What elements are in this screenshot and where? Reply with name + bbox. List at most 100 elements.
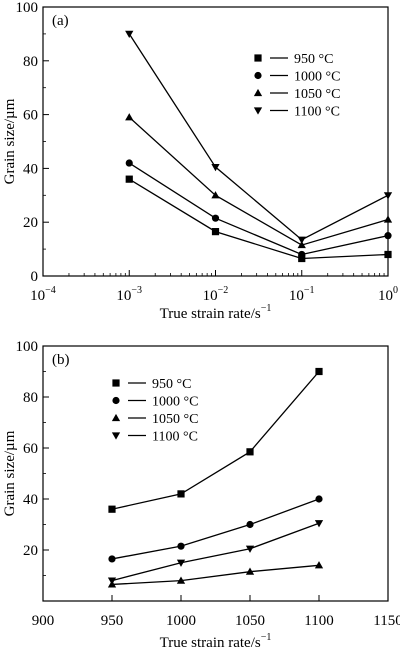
x-tick-label-base: 10	[289, 288, 304, 304]
legend-label: 1050 °C	[152, 412, 198, 427]
x-tick-label-exponent: −2	[218, 285, 229, 296]
data-point	[176, 559, 186, 567]
legend-label: 1000 °C	[294, 70, 340, 85]
x-tick-label: 10−3	[116, 285, 142, 304]
y-tick-label: 100	[16, 0, 39, 16]
x-tick-label: 950	[101, 613, 124, 629]
data-point	[211, 191, 220, 199]
x-axis-title-main: True strain rate/s	[160, 635, 261, 651]
y-tick-label: 80	[23, 54, 38, 70]
legend-marker	[111, 432, 121, 440]
legend-entry: 1050 °C	[253, 87, 340, 102]
x-tick-label: 900	[32, 613, 55, 629]
series-square	[108, 367, 323, 513]
x-tick-label: 1150	[373, 613, 400, 629]
data-point	[245, 567, 255, 575]
legend-marker	[112, 396, 120, 405]
series-circle	[108, 495, 323, 563]
x-tick-label-exponent: −3	[131, 285, 142, 296]
legend-marker	[254, 71, 262, 80]
x-axis-title-superscript: −1	[261, 632, 272, 643]
data-point	[211, 228, 220, 236]
data-point	[211, 214, 220, 222]
data-point	[246, 448, 254, 456]
x-tick-label: 10−2	[203, 285, 229, 304]
legend-label: 950 °C	[294, 52, 333, 67]
series-square	[125, 175, 392, 263]
legend-marker	[253, 88, 263, 97]
x-tick-label: 1100	[304, 613, 333, 629]
x-axis-title: True strain rate/s−1	[160, 303, 272, 322]
legend-label: 1100 °C	[152, 430, 198, 445]
data-point	[383, 215, 393, 223]
plot-frame	[42, 6, 389, 277]
data-point	[176, 576, 186, 584]
y-tick-label: 80	[23, 390, 38, 406]
series-line	[111, 371, 320, 510]
data-point	[298, 254, 306, 263]
x-axis-title-main: True strain rate/s	[160, 306, 261, 322]
data-point	[177, 490, 185, 498]
data-point	[125, 30, 134, 39]
x-axis-title-superscript: −1	[261, 303, 272, 314]
series-line	[128, 33, 389, 241]
data-point	[125, 159, 133, 167]
series-line	[111, 564, 320, 586]
x-tick-label-exponent: −4	[45, 285, 56, 296]
x-tick-label-exponent: −1	[304, 285, 315, 296]
data-point	[298, 250, 306, 259]
y-axis-title: Grain size/µm	[2, 98, 18, 184]
panel-label: (b)	[52, 352, 70, 368]
data-point	[383, 192, 393, 200]
data-point	[107, 577, 117, 585]
legend-marker	[254, 54, 262, 62]
series-circle	[125, 159, 392, 259]
series-triangle-up	[107, 561, 324, 588]
y-tick-label: 20	[23, 543, 38, 559]
data-point	[297, 240, 306, 249]
data-point	[384, 232, 392, 240]
legend-entry: 1100 °C	[111, 430, 198, 445]
x-tick-label-base: 10	[203, 288, 218, 304]
x-tick-label-base: 10	[30, 288, 45, 304]
y-tick-label: 20	[23, 215, 38, 231]
series-line	[128, 178, 389, 260]
legend-label: 1050 °C	[294, 87, 340, 102]
legend-entry: 950 °C	[112, 377, 191, 392]
legend-label: 1100 °C	[294, 105, 340, 120]
series-line	[128, 162, 389, 256]
data-point	[177, 542, 185, 550]
data-point	[108, 505, 116, 513]
legend-label: 950 °C	[152, 377, 191, 392]
series-triangle-down	[107, 520, 324, 585]
series-line	[111, 498, 320, 560]
data-point	[314, 520, 324, 528]
x-tick-label-base: 10	[378, 288, 393, 304]
data-point	[108, 555, 116, 563]
x-tick-label: 1000	[166, 613, 196, 629]
data-point	[314, 561, 324, 569]
x-axis-title: True strain rate/s−1	[160, 632, 272, 651]
x-tick-label: 10−1	[289, 285, 315, 304]
series-line	[128, 116, 389, 246]
panel-label: (a)	[52, 13, 69, 29]
x-tick-label: 100	[378, 285, 398, 304]
data-point	[246, 520, 254, 529]
legend-entry: 1000 °C	[112, 395, 198, 410]
data-point	[297, 236, 306, 244]
data-point	[125, 113, 134, 121]
data-point	[384, 250, 392, 259]
data-point	[315, 495, 323, 503]
chart-panel-b: 900 950 1000 1050 1100 1150 20 40 60 80 100 True st…	[2, 339, 400, 651]
legend-entry: 1100 °C	[253, 105, 340, 120]
y-tick-label: 40	[23, 161, 38, 177]
x-tick-label-exponent: 0	[393, 285, 398, 296]
legend-entry: 1000 °C	[254, 70, 340, 85]
x-tick-label: 10−4	[30, 285, 56, 304]
y-tick-label: 60	[23, 441, 38, 457]
x-tick-label: 1050	[235, 613, 265, 629]
data-point	[211, 163, 220, 172]
data-point	[125, 175, 133, 183]
